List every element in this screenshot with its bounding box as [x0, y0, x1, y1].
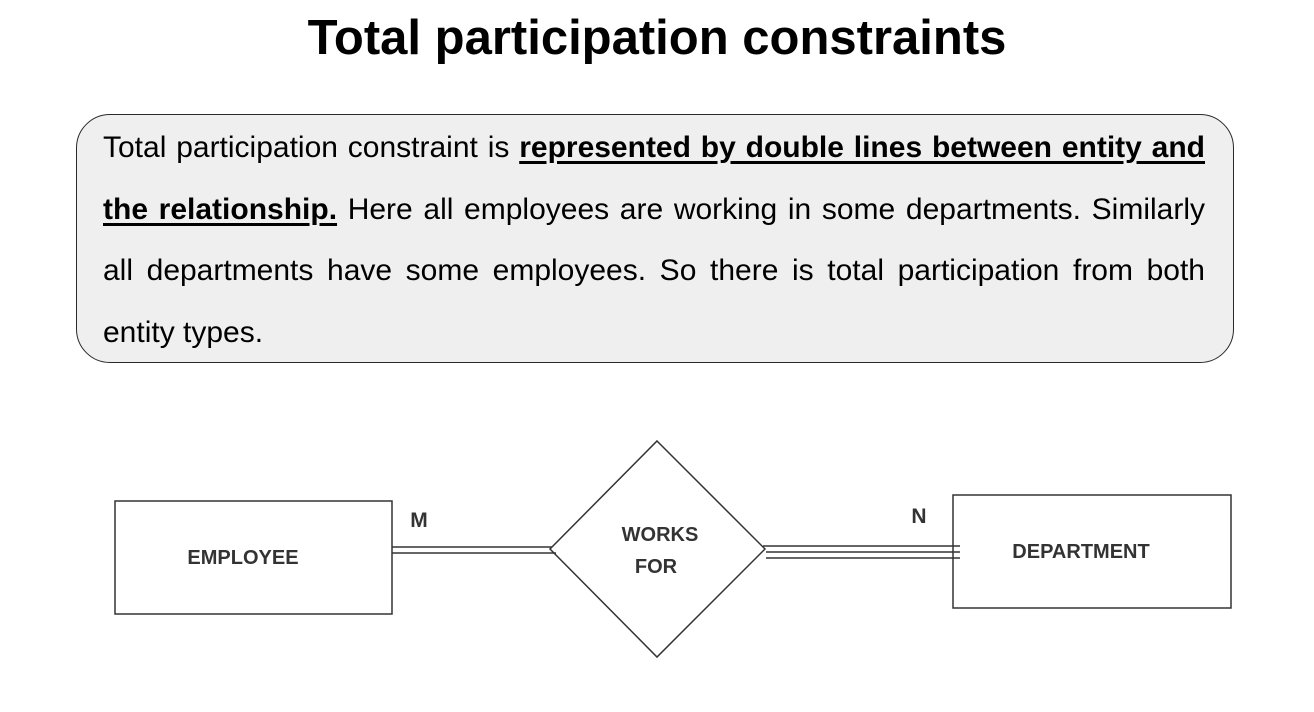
works-for-relationship	[548, 439, 767, 659]
employee-label: EMPLOYEE	[187, 547, 298, 569]
relationship-label-line1: WORKS	[622, 524, 699, 546]
description-box: Total participation constraint is repres…	[76, 114, 1234, 363]
cardinality-m: M	[410, 509, 428, 532]
employee-double-line	[392, 546, 556, 554]
department-label: DEPARTMENT	[1012, 541, 1149, 563]
description-text-after: Here all employees are working in some d…	[103, 192, 1205, 349]
slide-title: Total participation constraints	[307, 11, 1007, 65]
description-text-before: Total participation constraint is	[103, 131, 520, 164]
department-entity	[952, 494, 1232, 609]
description-text: Total participation constraint is repres…	[103, 117, 1205, 363]
cardinality-n: N	[911, 505, 926, 528]
department-double-line	[763, 545, 960, 559]
employee-entity	[114, 500, 393, 615]
description-emphasis: represented by double lines between enti…	[103, 131, 1206, 226]
relationship-label-line2: FOR	[635, 556, 678, 578]
